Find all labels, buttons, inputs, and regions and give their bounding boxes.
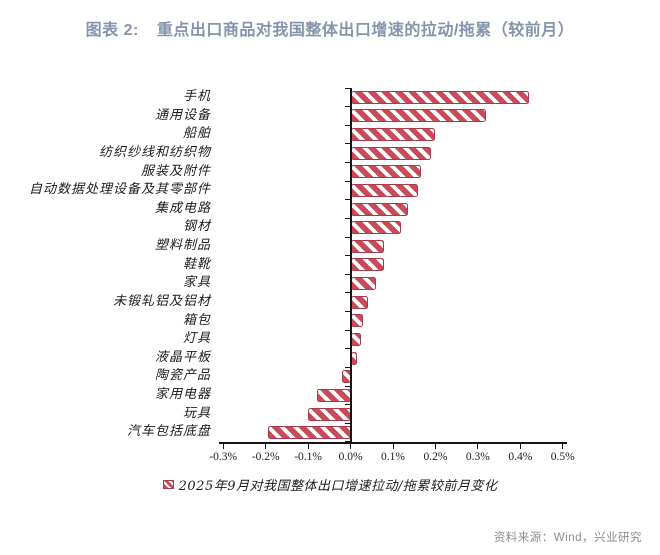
- bar-positive: [350, 90, 529, 104]
- category-label: 液晶平板: [154, 349, 211, 365]
- category-label: 通用设备: [154, 107, 211, 123]
- category-tick: [344, 106, 350, 108]
- x-axis-tick: [477, 444, 479, 449]
- bar-negative: [316, 388, 351, 402]
- category-label: 自动数据处理设备及其零部件: [28, 182, 211, 198]
- category-label: 家具: [182, 275, 211, 291]
- chart-title: 图表 2: 重点出口商品对我国整体出口增速的拉动/拖累（较前月）: [0, 16, 660, 40]
- bar-positive: [350, 314, 364, 328]
- bar-positive: [350, 128, 436, 142]
- x-axis-tick: [265, 444, 267, 449]
- category-tick: [344, 292, 350, 294]
- x-axis-tick: [350, 444, 352, 449]
- bar-positive: [350, 165, 421, 179]
- category-tick: [344, 311, 350, 313]
- x-axis-tick: [434, 444, 436, 449]
- x-axis-tick-label: -0.3%: [209, 451, 238, 463]
- x-axis-tick: [392, 444, 394, 449]
- category-tick: [344, 348, 350, 350]
- category-tick: [344, 87, 350, 89]
- bar-positive: [350, 202, 408, 216]
- category-label: 家用电器: [154, 387, 211, 403]
- bar-negative: [308, 407, 351, 421]
- x-axis-tick-label: -0.2%: [251, 451, 280, 463]
- category-tick: [344, 124, 350, 126]
- x-axis-tick: [562, 444, 564, 449]
- bar-positive: [350, 183, 419, 197]
- bar-positive: [350, 295, 368, 309]
- bar-positive: [350, 239, 385, 253]
- category-tick: [344, 217, 350, 219]
- bar-positive: [350, 277, 376, 291]
- category-label: 未锻轧铝及铝材: [112, 293, 211, 309]
- legend: 2025年9月对我国整体出口增速拉动/拖累较前月变化: [0, 474, 660, 494]
- category-label: 塑料制品: [154, 238, 211, 254]
- category-label: 手机: [182, 89, 211, 104]
- x-axis-tick-label: -0.1%: [294, 451, 322, 463]
- legend-marker-swatch: [162, 479, 174, 489]
- x-axis-tick-label: 0.0%: [338, 451, 363, 463]
- category-tick: [344, 422, 350, 424]
- bar-positive: [350, 146, 432, 160]
- category-label: 箱包: [182, 312, 211, 328]
- category-tick: [344, 180, 350, 182]
- bar-positive: [350, 333, 362, 346]
- x-axis-tick: [519, 444, 521, 449]
- legend-label: 2025年9月对我国整体出口增速拉动/拖累较前月变化: [178, 478, 498, 494]
- category-label: 钢材: [182, 219, 211, 235]
- zero-axis-line: [349, 88, 352, 442]
- category-label: 纺织纱线和纺织物: [98, 144, 211, 160]
- category-label: 汽车包括底盘: [126, 424, 211, 440]
- category-tick: [344, 236, 350, 238]
- category-label: 鞋靴: [182, 256, 211, 272]
- category-tick: [344, 273, 350, 275]
- bar-negative: [267, 426, 351, 440]
- bar-positive: [350, 258, 385, 272]
- category-tick: [344, 162, 350, 164]
- category-label: 船舶: [182, 126, 211, 142]
- category-tick: [344, 385, 350, 387]
- category-tick: [344, 366, 350, 368]
- category-tick: [344, 441, 350, 443]
- x-axis-tick-label: 0.2%: [423, 451, 448, 463]
- x-axis-tick-label: 0.3%: [465, 451, 490, 463]
- source-note: 资料来源：Wind，兴业研究: [493, 532, 642, 544]
- category-label: 陶瓷产品: [154, 368, 211, 384]
- category-tick: [344, 143, 350, 145]
- x-axis-tick: [307, 444, 309, 449]
- x-axis-tick-label: 0.5%: [550, 451, 575, 463]
- bar-positive: [350, 221, 402, 235]
- chart-title-text: 重点出口商品对我国整体出口增速的拉动/拖累（较前月）: [156, 22, 575, 39]
- category-tick: [344, 255, 350, 257]
- chart-title-number: 图表 2:: [85, 22, 139, 39]
- category-label: 灯具: [182, 331, 211, 347]
- category-tick: [344, 329, 350, 331]
- category-label: 集成电路: [154, 200, 211, 216]
- category-tick: [344, 404, 350, 406]
- category-label: 服装及附件: [140, 163, 211, 179]
- x-axis-line: [219, 442, 567, 444]
- category-tick: [344, 199, 350, 201]
- x-axis-tick: [222, 444, 224, 449]
- bar-positive: [350, 109, 487, 123]
- x-axis-tick-label: 0.4%: [508, 451, 533, 463]
- category-label: 玩具: [182, 405, 211, 421]
- x-axis-tick-label: 0.1%: [381, 451, 405, 463]
